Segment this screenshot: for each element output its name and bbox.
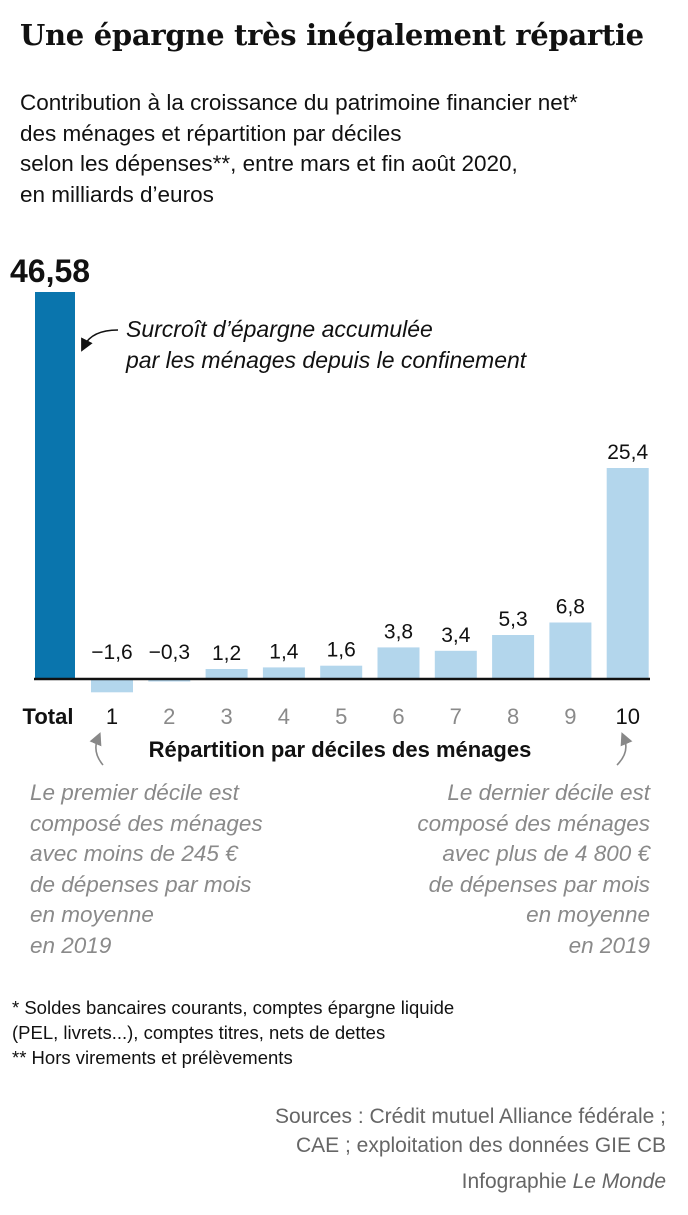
value-label-decile-2: −0,3 <box>149 641 190 664</box>
bar-decile-10 <box>606 468 649 679</box>
value-label-decile-10: 25,4 <box>607 441 648 464</box>
note-line: Le dernier décile est <box>447 780 650 805</box>
bar-decile-5 <box>320 665 363 679</box>
value-label-decile-8: 5,3 <box>498 608 527 631</box>
note-line: composé des ménages <box>30 810 263 836</box>
chart-subtitle: Contribution à la croissance du patrimoi… <box>20 88 670 210</box>
bar-decile-9 <box>549 622 592 679</box>
last-decile-arrow-icon <box>616 732 633 766</box>
bars-group <box>35 292 649 693</box>
value-labels-group: 46,58 −1,6 −0,3 1,2 1,4 1,6 3,8 3,4 5,3 6,8 25,4 <box>10 253 648 665</box>
category-label-decile-2: 2 <box>163 704 175 729</box>
credit: Infographie Le Monde <box>462 1170 666 1194</box>
note-line: en moyenne <box>30 902 154 927</box>
bar-decile-8 <box>492 635 535 679</box>
credit-brand: Le Monde <box>572 1170 666 1193</box>
note-line: avec moins de 245 € <box>30 841 238 866</box>
note-line: en 2019 <box>30 932 112 958</box>
total-annotation-line: par les ménages depuis le confinement <box>125 347 528 373</box>
value-label-decile-5: 1,6 <box>327 639 356 662</box>
bar-total <box>35 292 75 679</box>
note-line: avec plus de 4 800 € <box>442 841 650 866</box>
bar-chart: 46,58 −1,6 −0,3 1,2 1,4 1,6 3,8 3,4 5,3 6,8 25,4 T… <box>10 253 650 766</box>
category-label-decile-4: 4 <box>278 704 290 729</box>
bar-decile-7 <box>434 650 477 679</box>
credit-prefix: Infographie <box>461 1170 567 1193</box>
footnote-line: (PEL, livrets...), comptes titres, nets … <box>12 1022 386 1043</box>
sources: Sources : Crédit mutuel Alliance fédéral… <box>275 1102 666 1160</box>
category-label-total: Total <box>23 704 74 729</box>
category-label-decile-3: 3 <box>220 704 232 729</box>
category-label-decile-6: 6 <box>392 704 404 729</box>
footnote-line: * Soldes bancaires courants, comptes épa… <box>12 997 455 1018</box>
annotation-arrow-icon <box>81 329 119 352</box>
subtitle-line: Contribution à la croissance du patrimoi… <box>20 90 578 115</box>
footnotes: * Soldes bancaires courants, comptes épa… <box>12 995 454 1070</box>
first-decile-arrow-icon <box>89 732 104 766</box>
value-label-decile-4: 1,4 <box>269 640 299 663</box>
note-line: en moyenne <box>526 902 650 927</box>
chart-title: Une épargne très inégalement répartie <box>20 18 644 52</box>
first-decile-note: Le premier décile est composé des ménage… <box>30 778 310 961</box>
last-decile-note: Le dernier décile est composé des ménage… <box>350 778 650 961</box>
category-label-decile-5: 5 <box>335 704 347 729</box>
note-line: de dépenses par mois <box>30 871 252 897</box>
category-labels-group: Total 1 2 3 4 5 6 7 8 9 10 <box>23 704 640 729</box>
sources-line: CAE ; exploitation des données GIE CB <box>295 1134 666 1157</box>
subtitle-line: des ménages et répartition par déciles <box>20 120 402 146</box>
value-label-decile-3: 1,2 <box>212 642 241 665</box>
note-line: composé des ménages <box>417 810 650 836</box>
value-label-decile-1: −1,6 <box>91 641 132 664</box>
total-annotation-line: Surcroît d’épargne accumulée <box>126 316 433 342</box>
category-label-decile-7: 7 <box>450 704 462 729</box>
value-label-decile-9: 6,8 <box>556 596 585 619</box>
value-label-total: 46,58 <box>10 253 90 289</box>
bar-decile-3 <box>205 669 248 679</box>
category-label-decile-9: 9 <box>564 704 576 729</box>
footnote-line: ** Hors virements et prélèvements <box>12 1047 293 1068</box>
value-label-decile-7: 3,4 <box>441 624 471 647</box>
category-label-decile-10: 10 <box>615 704 639 729</box>
sources-line: Sources : Crédit mutuel Alliance fédéral… <box>274 1105 666 1128</box>
note-line: Le premier décile est <box>30 780 239 805</box>
subtitle-line: selon les dépenses**, entre mars et fin … <box>20 151 518 176</box>
bar-decile-1 <box>91 679 133 693</box>
category-label-decile-8: 8 <box>507 704 519 729</box>
bar-decile-6 <box>377 647 420 679</box>
value-label-decile-6: 3,8 <box>384 620 413 643</box>
note-line: de dépenses par mois <box>428 871 650 897</box>
subtitle-line: en milliards d’euros <box>20 181 214 207</box>
note-line: en 2019 <box>568 932 650 958</box>
bar-decile-4 <box>262 667 305 679</box>
category-label-decile-1: 1 <box>106 704 118 729</box>
x-axis-label: Répartition par déciles des ménages <box>149 737 532 762</box>
